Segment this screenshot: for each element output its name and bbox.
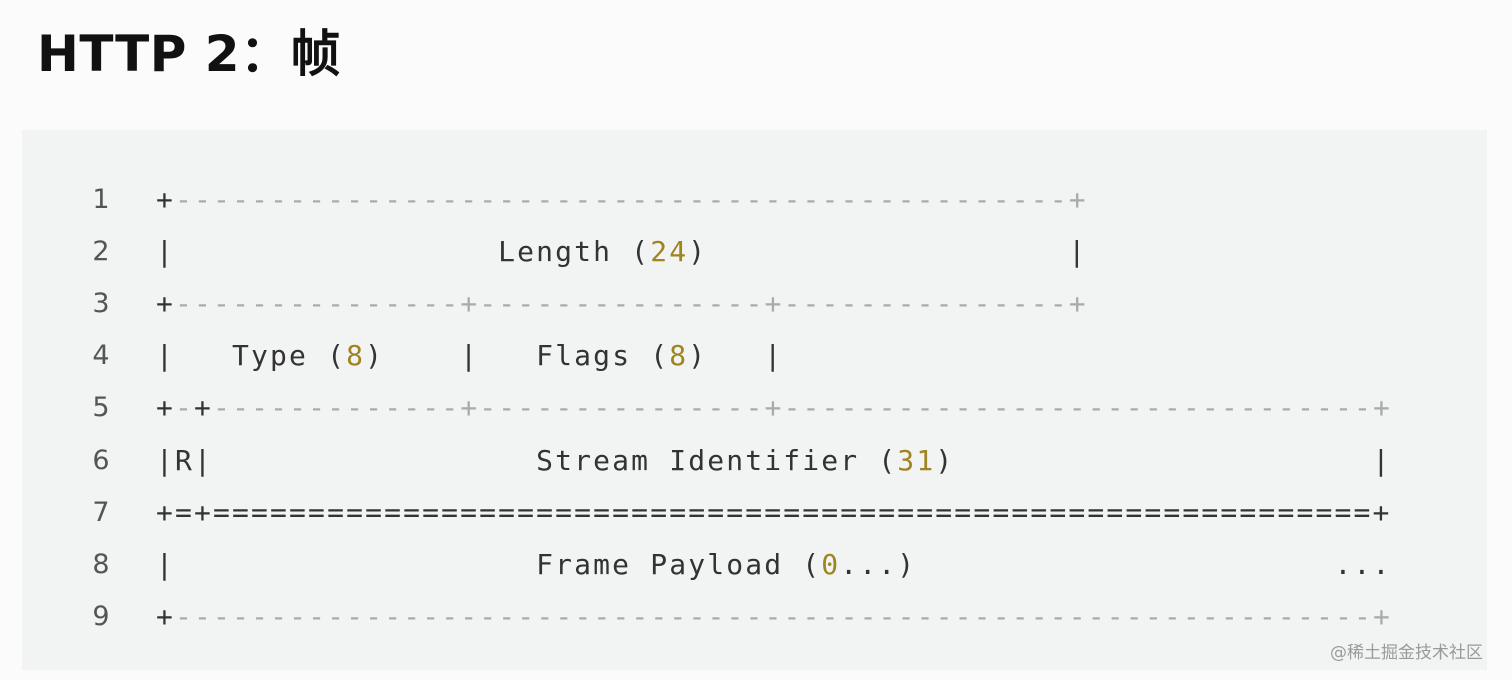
line-number: 4: [92, 340, 110, 372]
line-number: 6: [92, 444, 110, 476]
line-number: 2: [92, 236, 110, 268]
code-text: +---------------------------------------…: [156, 599, 1393, 633]
code-text: +=+=====================================…: [156, 495, 1392, 529]
line-number: 9: [92, 600, 110, 632]
code-text: +---------------+---------------+-------…: [156, 287, 1088, 321]
code-text: +-+-------------+---------------+-------…: [156, 391, 1393, 425]
line-number: 3: [92, 288, 110, 320]
watermark: @稀土掘金技术社区: [1330, 643, 1483, 663]
line-number: 8: [92, 548, 110, 580]
line-number: 7: [92, 496, 110, 528]
code-text: |R| Stream Identifier (31) |: [156, 443, 1392, 477]
slide-title: HTTP 2：帧: [37, 25, 342, 83]
code-text: | Type (8) | Flags (8) |: [156, 339, 784, 373]
code-block: 1 +--------------------------------------…: [22, 130, 1487, 670]
line-number: 1: [92, 184, 110, 215]
code-text: | Length (24) |: [156, 235, 1088, 269]
code-text: +---------------------------------------…: [156, 183, 1088, 216]
line-number: 5: [92, 392, 110, 424]
code-text: | Frame Payload (0...) ...: [156, 547, 1392, 581]
